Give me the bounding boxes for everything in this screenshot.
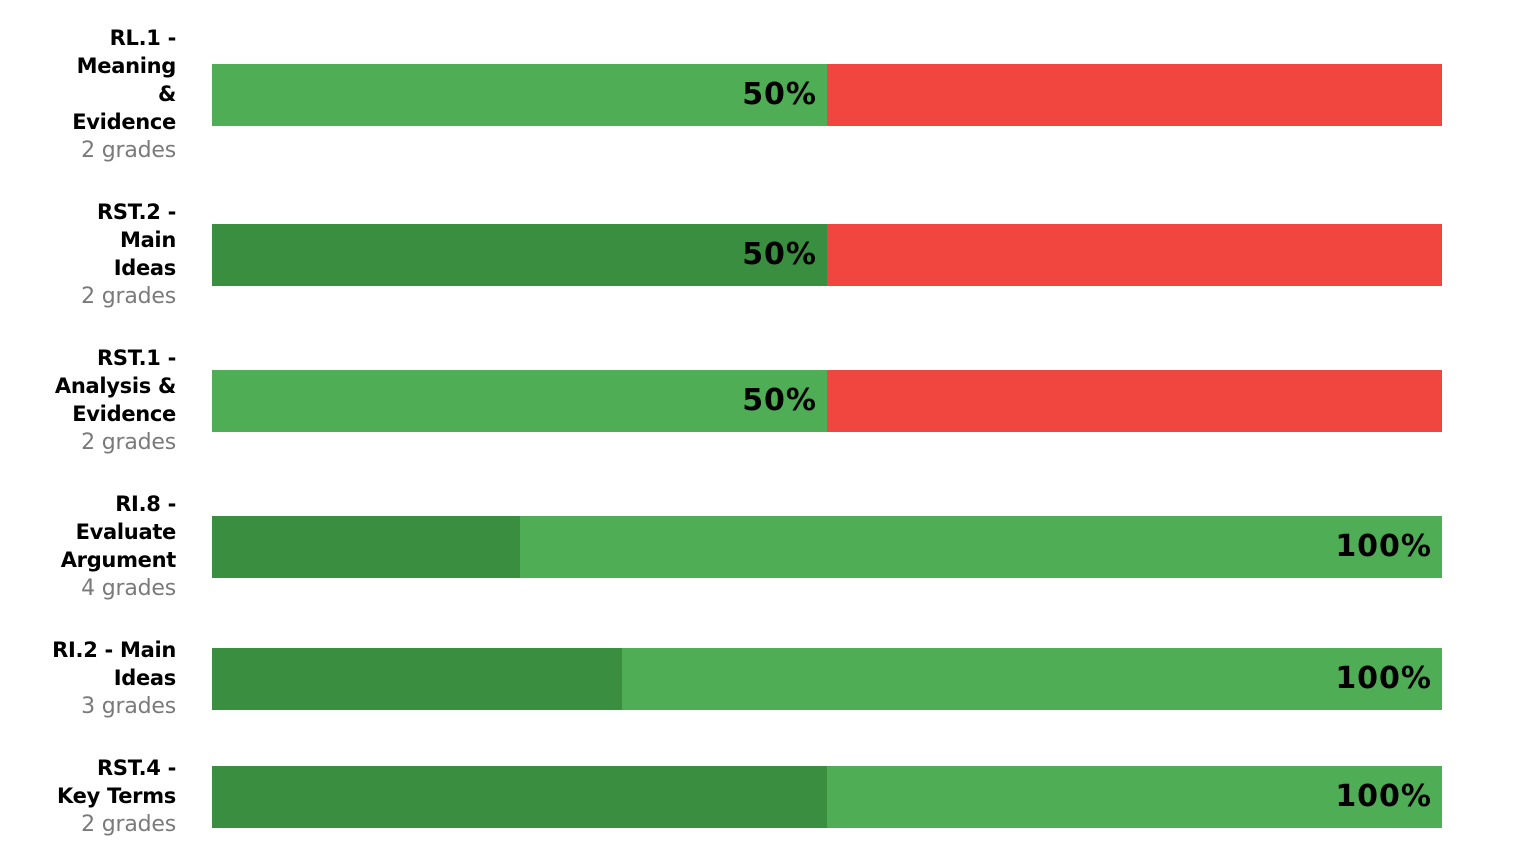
standard-name: RST.2 - Main Ideas bbox=[97, 200, 176, 280]
bar-segment bbox=[212, 648, 622, 710]
standard-name: RI.8 - Evaluate Argument bbox=[60, 492, 177, 572]
mastery-percent-label: 100% bbox=[1335, 661, 1432, 696]
standard-name: RI.2 - Main Ideas bbox=[52, 638, 176, 690]
standard-name: RL.1 - Meaning & Evidence bbox=[72, 26, 176, 134]
standard-label: RL.1 - Meaning & Evidence 2 grades bbox=[20, 24, 176, 166]
mastery-bar[interactable]: 100% bbox=[212, 648, 1442, 710]
mastery-bar[interactable]: 50% bbox=[212, 64, 1442, 126]
bar-segment bbox=[212, 516, 520, 578]
bar-segment bbox=[520, 516, 1442, 578]
standard-name: RST.1 - Analysis & Evidence bbox=[54, 346, 176, 426]
grades-count: 2 grades bbox=[81, 284, 176, 309]
bar-segment bbox=[212, 766, 827, 828]
mastery-percent-label: 50% bbox=[742, 383, 817, 418]
grades-count: 3 grades bbox=[81, 694, 176, 719]
grades-count: 2 grades bbox=[81, 138, 176, 163]
bar-segment bbox=[827, 766, 1442, 828]
bar-segment bbox=[212, 64, 827, 126]
standard-label: RST.2 - Main Ideas 2 grades bbox=[20, 198, 176, 312]
standard-label: RI.8 - Evaluate Argument 4 grades bbox=[20, 490, 177, 604]
standard-label: RST.4 - Key Terms 2 grades bbox=[20, 754, 176, 840]
standard-label: RST.1 - Analysis & Evidence 2 grades bbox=[20, 344, 176, 458]
mastery-percent-label: 100% bbox=[1335, 529, 1432, 564]
mastery-bar[interactable]: 100% bbox=[212, 766, 1442, 828]
grades-count: 4 grades bbox=[81, 576, 176, 601]
bar-segment bbox=[212, 224, 827, 286]
mastery-bar[interactable]: 50% bbox=[212, 224, 1442, 286]
mastery-percent-label: 50% bbox=[742, 237, 817, 272]
bar-segment bbox=[622, 648, 1442, 710]
standard-name: RST.4 - Key Terms bbox=[57, 756, 176, 808]
bar-segment bbox=[827, 64, 1442, 126]
bar-segment bbox=[827, 224, 1442, 286]
grades-count: 2 grades bbox=[81, 812, 176, 837]
bar-segment bbox=[827, 370, 1442, 432]
mastery-percent-label: 100% bbox=[1335, 779, 1432, 814]
mastery-bar[interactable]: 50% bbox=[212, 370, 1442, 432]
bar-segment bbox=[212, 370, 827, 432]
mastery-percent-label: 50% bbox=[742, 77, 817, 112]
grades-count: 2 grades bbox=[81, 430, 176, 455]
mastery-bar[interactable]: 100% bbox=[212, 516, 1442, 578]
standard-label: RI.2 - Main Ideas 3 grades bbox=[20, 636, 176, 722]
